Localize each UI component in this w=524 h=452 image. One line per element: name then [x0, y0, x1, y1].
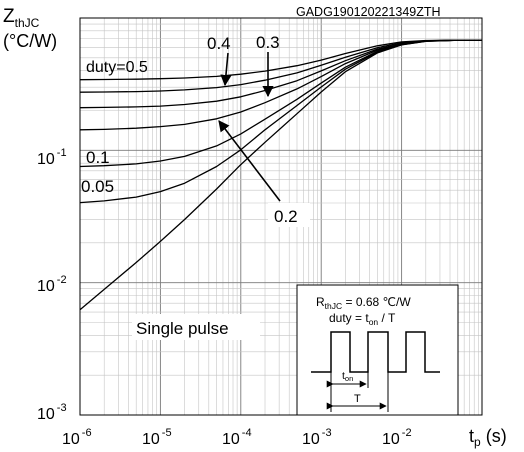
y-tick-label-1e-3: 10 -3 [37, 402, 67, 423]
series-label-0.1: 0.1 [86, 148, 110, 167]
y-tick-label-1e-1: 10 -1 [37, 147, 67, 168]
y-axis-title: ZthJC [3, 6, 40, 30]
pulse-waveform [311, 331, 440, 373]
series-label-0.3: 0.3 [256, 33, 280, 52]
x-tick-label-1e-3: 10 -3 [302, 427, 332, 448]
curves [79, 39, 482, 311]
series-label-0.2: 0.2 [274, 207, 298, 226]
x-tick-label-1e-5: 10 -5 [142, 427, 172, 448]
inset-period-label: T [354, 393, 361, 405]
plot-frame [79, 17, 483, 416]
series-label-0.4: 0.4 [207, 34, 231, 53]
series-line-single-pulse [79, 39, 482, 311]
series-label-single-pulse: Single pulse [136, 319, 229, 338]
figure-id: GADG190120221349ZTH [296, 5, 441, 19]
x-tick-label-1e-2: 10 -2 [382, 427, 412, 448]
x-axis-title: tp (s) [469, 426, 507, 449]
inset-box [296, 284, 459, 416]
x-tick-label-1e-4: 10 -4 [222, 427, 252, 448]
y-tick-label-1e-2: 10 -2 [37, 274, 67, 295]
inset-duty-text: duty = ton / T [329, 311, 396, 327]
series-label-0.05: 0.05 [81, 177, 114, 196]
x-tick-label-1e-6: 10 -6 [62, 427, 92, 448]
arrow-0.2 [218, 120, 281, 202]
y-axis-unit: (°C/W) [3, 31, 57, 51]
inset-ton-label: ton [342, 370, 353, 383]
series-label-duty-0.5: duty=0.5 [86, 59, 148, 76]
arrow-0.4 [220, 52, 232, 87]
inset-rthjc-text: RthJC = 0.68 ℃/W [316, 295, 411, 311]
label-box-0.2 [268, 203, 310, 227]
pulse-inset: RthJC = 0.68 ℃/W duty = ton / T ton T [296, 284, 459, 416]
label-box-single-pulse [132, 314, 260, 340]
